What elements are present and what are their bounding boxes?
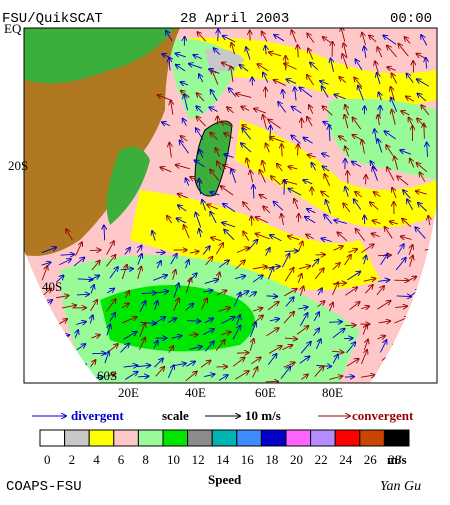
wind-vector	[270, 126, 271, 141]
colorbar-swatch	[138, 430, 163, 446]
wind-vector	[425, 332, 433, 336]
colorbar-swatch	[114, 430, 139, 446]
colorbar-swatch	[40, 430, 65, 446]
lat-label: 60S	[97, 368, 117, 383]
lon-label: 40E	[185, 385, 206, 400]
wind-vector	[413, 346, 420, 351]
wind-vector	[189, 335, 198, 336]
wind-vector	[298, 214, 299, 222]
wind-vector	[285, 251, 298, 252]
footer-left: COAPS-FSU	[6, 479, 82, 495]
colorbar-tick: 26	[364, 452, 378, 467]
divergent-label: divergent	[71, 408, 124, 423]
wind-vector	[427, 314, 433, 325]
wind-vector	[430, 373, 435, 381]
lon-label: 60E	[255, 385, 276, 400]
colorbar-swatch	[89, 430, 114, 446]
colorbar-tick: 12	[192, 452, 205, 467]
wind-vector	[427, 262, 436, 265]
wind-vector	[410, 362, 424, 367]
colorbar-tick: 24	[339, 452, 353, 467]
colorbar-tick: 0	[44, 452, 51, 467]
colorbar-tick: 16	[241, 452, 255, 467]
wind-vector	[92, 353, 105, 354]
wind-vector	[43, 331, 56, 339]
colorbar-swatch	[311, 430, 336, 446]
colorbar-tick: 2	[69, 452, 76, 467]
colorbar-swatch	[286, 430, 311, 446]
colorbar-tick: 20	[290, 452, 303, 467]
scale-label: scale	[162, 408, 189, 423]
colorbar-tick: 6	[118, 452, 125, 467]
wind-vector	[42, 308, 46, 323]
wind-vector	[378, 255, 391, 256]
scale-value: 10 m/s	[245, 408, 281, 423]
wind-vector	[187, 321, 200, 322]
colorbar-swatch	[212, 430, 237, 446]
colorbar-unit: m/s	[387, 452, 407, 467]
colorbar-swatch	[237, 430, 262, 446]
wind-vector	[411, 370, 423, 378]
wind-vector	[428, 271, 433, 281]
colorbar-swatch	[360, 430, 385, 446]
wind-vector	[411, 302, 420, 310]
wind-vector	[381, 365, 384, 376]
wind-vector	[429, 362, 442, 368]
colorbar-swatch	[384, 430, 409, 446]
lon-label: 80E	[322, 385, 343, 400]
wind-vector	[424, 124, 425, 139]
wind-vector	[428, 344, 432, 354]
wind-vector	[410, 311, 416, 325]
time: 00:00	[390, 11, 432, 27]
wind-vector	[76, 364, 86, 365]
map-area	[24, 27, 442, 383]
wind-vector	[267, 296, 278, 297]
colorbar-swatch	[261, 430, 286, 446]
colorbar-title: Speed	[208, 472, 242, 487]
colorbar-tick: 22	[315, 452, 328, 467]
colorbar-swatch	[188, 430, 213, 446]
wind-vector	[41, 338, 44, 349]
wind-vector	[58, 359, 67, 366]
colorbar-tick: 4	[93, 452, 100, 467]
lat-label: 20S	[8, 158, 28, 173]
wind-vector	[41, 363, 50, 366]
footer-right: Yan Gu	[380, 479, 421, 494]
wind-vector	[430, 290, 434, 297]
colorbar-swatch	[335, 430, 360, 446]
colorbar-tick: 10	[167, 452, 180, 467]
wind-vector	[329, 322, 342, 323]
colorbar-tick: 14	[216, 452, 230, 467]
colorbar-tick: 8	[142, 452, 149, 467]
date: 28 April 2003	[180, 11, 289, 27]
colorbar-swatch	[65, 430, 90, 446]
wind-vector	[345, 325, 355, 326]
wind-vector	[409, 340, 421, 341]
wind-vector	[77, 376, 89, 379]
wind-vector	[62, 381, 78, 382]
wind-vector	[218, 29, 219, 41]
colorbar-swatch	[163, 430, 188, 446]
wind-vector	[393, 364, 403, 367]
lat-label: EQ	[4, 21, 22, 36]
convergent-label: convergent	[352, 408, 414, 423]
colorbar-tick: 18	[265, 452, 278, 467]
lon-label: 20E	[118, 385, 139, 400]
wind-vector	[345, 377, 354, 378]
wind-vector	[45, 372, 49, 381]
wind-vector	[59, 341, 63, 353]
lat-label: 40S	[42, 279, 62, 294]
wind-vector	[344, 338, 353, 339]
wind-vector	[396, 368, 408, 377]
